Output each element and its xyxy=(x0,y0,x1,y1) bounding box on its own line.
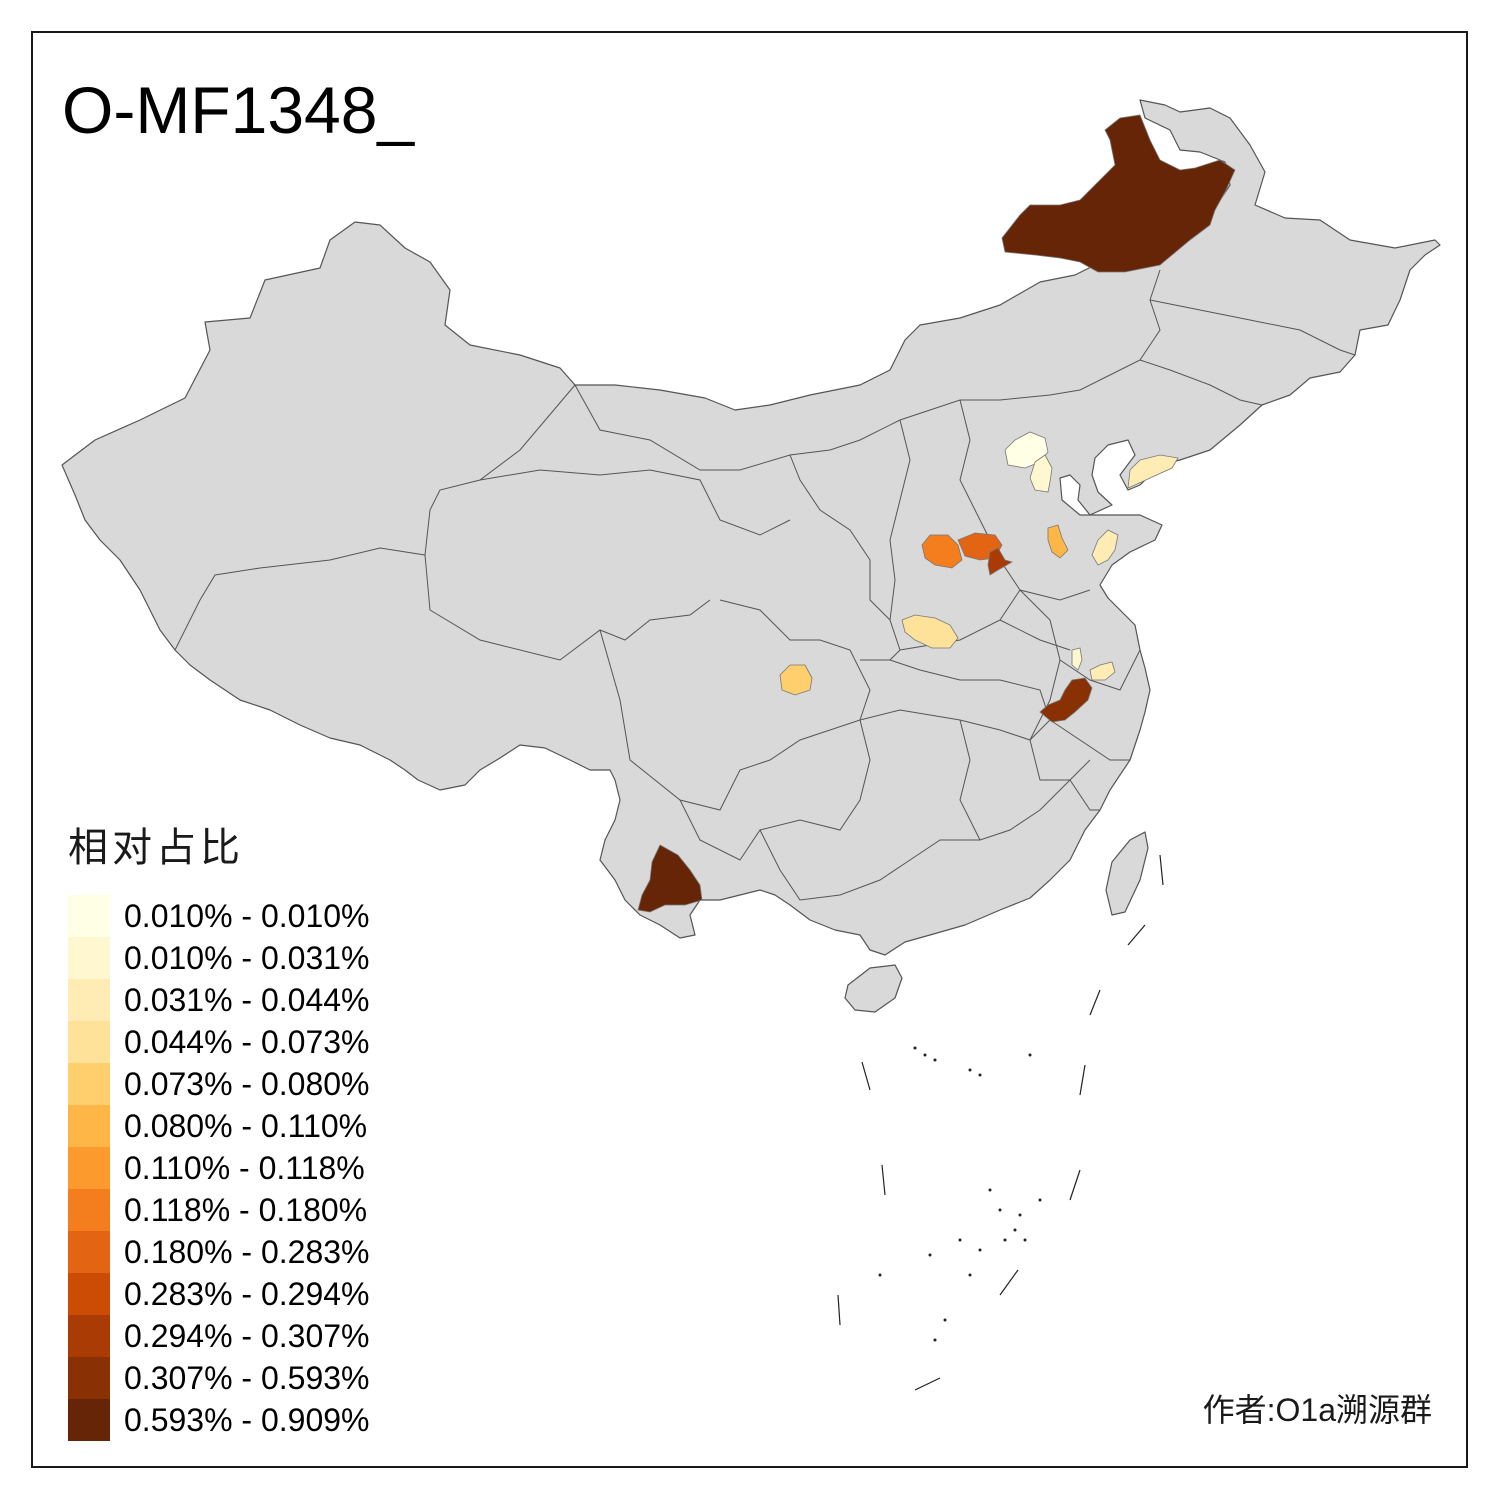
legend-item: 0.307% - 0.593% xyxy=(68,1357,370,1399)
region-jinan-liaocheng xyxy=(1047,524,1069,559)
legend-swatch xyxy=(68,1105,110,1147)
legend-swatch xyxy=(68,937,110,979)
legend-label: 0.283% - 0.294% xyxy=(124,1275,370,1312)
map-title: O-MF1348_ xyxy=(62,73,415,147)
nine-dash-2 xyxy=(881,1164,886,1196)
region-linfen-jincheng xyxy=(921,534,963,569)
legend-label: 0.110% - 0.118% xyxy=(124,1149,365,1186)
region-xishuangbanna xyxy=(637,844,703,913)
nine-dash-8 xyxy=(1089,989,1101,1016)
region-luoyang xyxy=(901,614,959,649)
legend-item: 0.010% - 0.031% xyxy=(68,937,370,979)
legend-swatch xyxy=(68,1147,110,1189)
legend-item: 0.118% - 0.180% xyxy=(68,1189,370,1231)
legend-title: 相对占比 xyxy=(68,826,244,870)
legend-item: 0.294% - 0.307% xyxy=(68,1315,370,1357)
legend-label: 0.010% - 0.010% xyxy=(124,897,370,934)
province-borders xyxy=(174,269,1356,901)
legend-label: 0.118% - 0.180% xyxy=(124,1191,368,1228)
legend-label: 0.080% - 0.110% xyxy=(124,1107,368,1144)
legend-label: 0.010% - 0.031% xyxy=(124,939,370,976)
border-guangxi-guangdong xyxy=(759,759,1091,901)
legend-label: 0.593% - 0.909% xyxy=(124,1401,370,1438)
region-chongqing-dazhou xyxy=(779,664,813,696)
legend-item: 0.283% - 0.294% xyxy=(68,1273,370,1315)
highlighted-regions xyxy=(637,114,1236,913)
legend-item: 0.180% - 0.283% xyxy=(68,1231,370,1273)
legend-item: 0.010% - 0.010% xyxy=(68,895,370,937)
region-qingdao xyxy=(1091,529,1119,566)
legend-swatch xyxy=(68,1273,110,1315)
legend: 相对占比 0.010% - 0.010% 0.010% - 0.031% 0.0… xyxy=(68,815,370,1441)
border-shaanxi-henan xyxy=(789,454,901,661)
legend-swatch xyxy=(68,1189,110,1231)
hainan-island xyxy=(844,964,903,1013)
taiwan-island xyxy=(1105,831,1149,916)
border-northeast xyxy=(1139,299,1356,406)
region-dalian xyxy=(1127,454,1179,489)
south-sea-islands xyxy=(837,854,1164,1391)
border-yunnan-guizhou xyxy=(679,719,871,861)
region-hebi-anyang xyxy=(987,547,1014,576)
legend-label: 0.044% - 0.073% xyxy=(124,1023,370,1060)
legend-swatch xyxy=(68,1231,110,1273)
nine-dash-7 xyxy=(1079,1064,1086,1096)
region-anhui-south xyxy=(1039,677,1093,723)
border-hunan-jiangxi xyxy=(959,719,1070,841)
legend-item: 0.080% - 0.110% xyxy=(68,1105,370,1147)
region-langfang-cangzhou xyxy=(1029,454,1053,493)
nine-dash-3 xyxy=(837,1294,841,1326)
nine-dash-10 xyxy=(1159,854,1164,886)
border-shanxi xyxy=(889,419,911,621)
legend-item: 0.031% - 0.044% xyxy=(68,979,370,1021)
legend-item: 0.110% - 0.118% xyxy=(68,1147,370,1189)
nine-dash-5 xyxy=(999,1269,1019,1296)
border-hunan-hubei xyxy=(859,659,1051,741)
nine-dash-9 xyxy=(1127,924,1146,946)
border-xinjiang-tibet xyxy=(174,384,576,651)
nine-dash-6 xyxy=(1069,1169,1081,1201)
region-beijing xyxy=(1004,431,1049,469)
legend-swatch xyxy=(68,1357,110,1399)
legend-item: 0.073% - 0.080% xyxy=(68,1063,370,1105)
island-dots xyxy=(878,1046,1042,1342)
legend-label: 0.031% - 0.044% xyxy=(124,981,370,1018)
region-suzhou-wuxi xyxy=(1089,661,1116,681)
legend-swatch xyxy=(68,1399,110,1441)
legend-swatch xyxy=(68,979,110,1021)
legend-swatch xyxy=(68,1315,110,1357)
legend-label: 0.073% - 0.080% xyxy=(124,1065,370,1102)
legend-item: 0.044% - 0.073% xyxy=(68,1021,370,1063)
legend-swatch xyxy=(68,1063,110,1105)
legend-label: 0.294% - 0.307% xyxy=(124,1317,370,1354)
legend-label: 0.180% - 0.283% xyxy=(124,1233,370,1270)
nine-dash-1 xyxy=(861,1061,871,1091)
legend-item: 0.593% - 0.909% xyxy=(68,1399,370,1441)
nine-dash-4 xyxy=(914,1377,941,1391)
region-hulunbuir xyxy=(1001,114,1236,273)
region-chuzhou-nanjing xyxy=(1071,647,1083,671)
legend-swatch xyxy=(68,1021,110,1063)
border-zhejiang-fujian xyxy=(1049,719,1130,811)
legend-label: 0.307% - 0.593% xyxy=(124,1359,370,1396)
legend-items: 0.010% - 0.010% 0.010% - 0.031% 0.031% -… xyxy=(68,895,370,1441)
author-credit: 作者:O1a溯源群 xyxy=(1202,1392,1432,1428)
mainland-outline xyxy=(61,99,1441,956)
border-sichuan xyxy=(599,599,871,811)
border-qinghai-gansu xyxy=(479,469,791,536)
border-gansu-neimenggu xyxy=(574,269,1161,471)
legend-swatch xyxy=(68,895,110,937)
base-country xyxy=(61,99,1441,1013)
